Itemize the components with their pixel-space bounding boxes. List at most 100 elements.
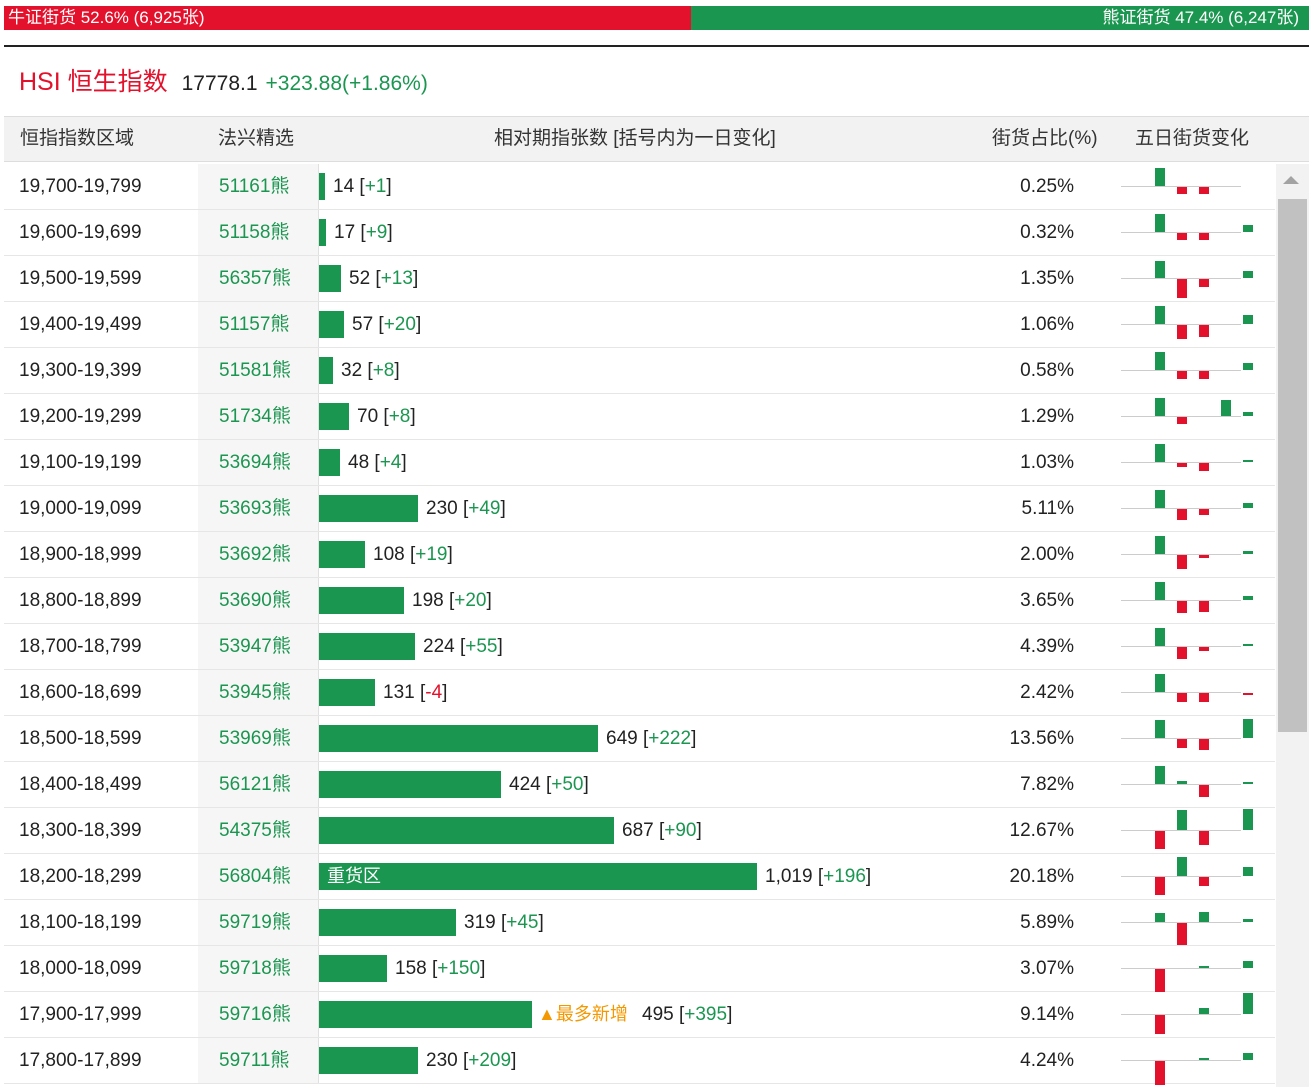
header-range: 恒指指数区域: [20, 128, 135, 149]
sparkline-bar: [1177, 739, 1187, 748]
quantity-cell: 108 [+19]: [318, 532, 969, 577]
sparkline-baseline: [1121, 278, 1241, 279]
five-day-sparkline: [1121, 900, 1253, 945]
five-day-sparkline: [1121, 808, 1253, 853]
sparkline-bar: [1177, 810, 1187, 830]
sparkline-bar: [1177, 555, 1187, 569]
product-code-link[interactable]: 53694熊: [219, 452, 291, 473]
product-code-link[interactable]: 59718熊: [219, 958, 291, 979]
quantity-bar: [319, 587, 404, 614]
product-code-link[interactable]: 56357熊: [219, 268, 291, 289]
quantity-bar: 重货区: [319, 863, 757, 890]
sparkline-bar: [1199, 233, 1209, 240]
sparkline-bar: [1177, 601, 1187, 613]
product-code-cell: 54375熊: [198, 808, 318, 853]
one-day-change: +45: [506, 912, 539, 933]
scrollbar-thumb[interactable]: [1278, 199, 1307, 732]
sparkline-baseline: [1121, 738, 1241, 739]
product-code-link[interactable]: 53692熊: [219, 544, 291, 565]
product-code-link[interactable]: 59719熊: [219, 912, 291, 933]
sparkline-bar: [1243, 315, 1253, 324]
table-row: 19,400-19,499 51157熊 57 [+20] 1.06%: [4, 302, 1275, 348]
product-code-link[interactable]: 59711熊: [219, 1050, 290, 1071]
index-change: +323.88(+1.86%): [265, 72, 428, 95]
sparkline-baseline: [1121, 922, 1241, 923]
quantity-value: 158 [+150]: [395, 958, 486, 979]
product-code-link[interactable]: 53690熊: [219, 590, 291, 611]
index-range: 19,600-19,699: [19, 222, 142, 243]
quantity-cell: 687 [+90]: [318, 808, 969, 853]
product-code-link[interactable]: 51161熊: [219, 176, 290, 197]
quantity-value: 57 [+20]: [352, 314, 422, 335]
sparkline-bar: [1177, 857, 1187, 876]
product-code-link[interactable]: 56804熊: [219, 866, 291, 887]
heavy-zone-badge: 重货区: [327, 866, 381, 886]
quantity-cell: ▲最多新增 495 [+395]: [318, 992, 969, 1037]
table-row: 18,300-18,399 54375熊 687 [+90] 12.67%: [4, 808, 1275, 854]
index-summary: HSI 恒生指数 17778.1 +323.88(+1.86%): [19, 62, 428, 98]
sparkline-baseline: [1121, 232, 1241, 233]
sparkline-baseline: [1121, 876, 1241, 877]
one-day-change: +90: [664, 820, 697, 841]
index-range: 19,000-19,099: [19, 498, 142, 519]
table-row: 19,100-19,199 53694熊 48 [+4] 1.03%: [4, 440, 1275, 486]
quantity-count: 424: [509, 774, 541, 795]
sparkline-bar: [1155, 913, 1165, 922]
index-range: 18,900-18,999: [19, 544, 142, 565]
product-code-link[interactable]: 51581熊: [219, 360, 291, 381]
quantity-value: 649 [+222]: [606, 728, 697, 749]
share-percentage: 1.35%: [1020, 268, 1074, 289]
product-code-link[interactable]: 53693熊: [219, 498, 291, 519]
index-name: HSI 恒生指数: [19, 68, 168, 96]
quantity-count: 131: [383, 682, 415, 703]
quantity-cell: 230 [+209]: [318, 1038, 969, 1083]
product-code-link[interactable]: 51157熊: [219, 314, 290, 335]
sparkline-bar: [1243, 644, 1253, 646]
header-five-day-change: 五日街货变化: [1135, 128, 1250, 149]
quantity-value: 48 [+4]: [348, 452, 407, 473]
sparkline-bar: [1243, 596, 1253, 600]
quantity-count: 17: [334, 222, 356, 243]
quantity-value: 224 [+55]: [423, 636, 503, 657]
quantity-bar: [319, 495, 418, 522]
share-percentage: 2.42%: [1020, 682, 1074, 703]
sparkline-bar: [1243, 809, 1253, 830]
quantity-value: 131 [-4]: [383, 682, 448, 703]
product-code-link[interactable]: 54375熊: [219, 820, 291, 841]
share-percentage: 0.32%: [1020, 222, 1074, 243]
quantity-count: 649: [606, 728, 638, 749]
index-range: 18,100-18,199: [19, 912, 142, 933]
product-code-link[interactable]: 53947熊: [219, 636, 291, 657]
product-code-link[interactable]: 51734熊: [219, 406, 291, 427]
quantity-count: 70: [357, 406, 379, 427]
sparkline-bar: [1199, 279, 1209, 287]
product-code-cell: 53692熊: [198, 532, 318, 577]
index-range: 19,300-19,399: [19, 360, 142, 381]
sparkline-bar: [1199, 463, 1209, 471]
one-day-change: -4: [425, 682, 443, 703]
product-code-link[interactable]: 53945熊: [219, 682, 291, 703]
sparkline-bar: [1155, 214, 1165, 232]
product-code-link[interactable]: 51158熊: [219, 222, 290, 243]
product-code-link[interactable]: 56121熊: [219, 774, 291, 795]
table-row: 19,500-19,599 56357熊 52 [+13] 1.35%: [4, 256, 1275, 302]
scroll-up-arrow-icon[interactable]: [1283, 176, 1299, 184]
table-row: 18,100-18,199 59719熊 319 [+45] 5.89%: [4, 900, 1275, 946]
sparkline-baseline: [1121, 508, 1241, 509]
share-percentage: 3.07%: [1020, 958, 1074, 979]
quantity-value: 424 [+50]: [509, 774, 589, 795]
sparkline-baseline: [1121, 692, 1241, 693]
share-percentage: 5.89%: [1020, 912, 1074, 933]
sparkline-bar: [1199, 739, 1209, 750]
table-row: 19,000-19,099 53693熊 230 [+49] 5.11%: [4, 486, 1275, 532]
sparkline-bar: [1155, 877, 1165, 895]
table-row: 18,600-18,699 53945熊 131 [-4] 2.42%: [4, 670, 1275, 716]
quantity-cell: 319 [+45]: [318, 900, 969, 945]
product-code-link[interactable]: 59716熊: [219, 1004, 291, 1025]
table-row: 18,700-18,799 53947熊 224 [+55] 4.39%: [4, 624, 1275, 670]
quantity-bar: [319, 449, 340, 476]
sparkline-bar: [1199, 1008, 1209, 1014]
share-percentage: 2.00%: [1020, 544, 1074, 565]
index-range: 19,100-19,199: [19, 452, 142, 473]
product-code-link[interactable]: 53969熊: [219, 728, 291, 749]
